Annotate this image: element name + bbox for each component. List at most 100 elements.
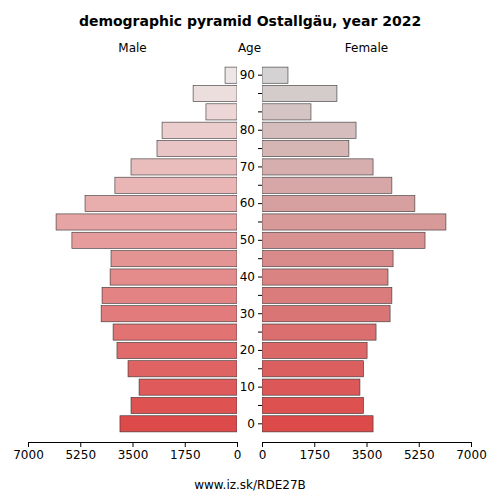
tick-label: 3500 (118, 448, 149, 462)
bar (157, 141, 237, 157)
tick: 0 (234, 442, 242, 462)
y-label: Age (238, 41, 261, 55)
y-axis: 0 10 20 30 40 50 60 70 80 90 (240, 68, 262, 431)
bar (128, 361, 237, 377)
tick-mark (258, 130, 262, 131)
tick-mark (258, 185, 262, 186)
tick-mark (258, 295, 262, 296)
tick: 80 (240, 123, 262, 137)
tick-mark (258, 350, 262, 351)
tick (258, 93, 262, 94)
bar (262, 397, 364, 413)
title: demographic pyramid Ostallgäu, year 2022 (79, 13, 421, 29)
bar (262, 287, 392, 303)
series-label: Male (118, 41, 146, 55)
bar (131, 397, 237, 413)
x-axis: 01750350052507000 (259, 442, 487, 462)
tick-label: 90 (240, 68, 255, 82)
tick-mark (258, 148, 262, 149)
caption: www.iz.sk/RDE27B (194, 478, 306, 492)
tick: 1750 (299, 442, 330, 462)
bar (262, 214, 446, 230)
tick (258, 258, 262, 259)
tick: 3500 (118, 442, 149, 462)
tick: 60 (240, 196, 262, 210)
bar (85, 196, 237, 212)
tick-label: 5250 (404, 448, 435, 462)
tick-mark (258, 387, 262, 388)
series-label: Female (345, 41, 388, 55)
tick-label: 70 (240, 160, 255, 174)
axis-line (29, 443, 238, 448)
tick: 30 (240, 307, 262, 321)
tick-mark (28, 442, 29, 447)
bar (193, 85, 237, 101)
tick-mark (133, 442, 134, 447)
tick-label: 40 (240, 270, 255, 284)
bars (56, 67, 237, 432)
bar (262, 141, 349, 157)
bar (262, 361, 364, 377)
tick-label: 0 (234, 448, 242, 462)
tick-label: 30 (240, 307, 255, 321)
bar (206, 104, 237, 120)
bar (139, 379, 237, 395)
bar (262, 104, 311, 120)
bar (113, 324, 237, 340)
tick: 0 (247, 417, 262, 431)
bar (262, 342, 367, 358)
bar (262, 196, 415, 212)
tick-mark (367, 442, 368, 447)
bar (262, 177, 392, 193)
bar (120, 416, 237, 432)
tick-mark (471, 442, 472, 447)
tick-label: 5250 (65, 448, 96, 462)
tick-label: 7000 (13, 448, 44, 462)
tick-mark (262, 442, 263, 447)
bars (262, 67, 446, 432)
tick-mark (258, 111, 262, 112)
tick-label: 60 (240, 196, 255, 210)
tick-label: 20 (240, 343, 255, 357)
tick-mark (258, 313, 262, 314)
tick-label: 80 (240, 123, 255, 137)
bar (262, 85, 337, 101)
tick-label: 50 (240, 233, 255, 247)
bar (262, 251, 393, 267)
tick (258, 368, 262, 369)
tick-mark (258, 75, 262, 76)
tick-mark (237, 442, 238, 447)
tick-mark (419, 442, 420, 447)
tick: 5250 (404, 442, 435, 462)
tick (258, 405, 262, 406)
tick-label: 1750 (299, 448, 330, 462)
chart: demographic pyramid Ostallgäu, year 2022… (0, 0, 500, 500)
tick (258, 332, 262, 333)
tick (258, 295, 262, 296)
bar (262, 67, 288, 83)
bar (162, 122, 237, 138)
tick-mark (314, 442, 315, 447)
axis-line (263, 443, 472, 448)
bar (110, 269, 237, 285)
bar (117, 342, 237, 358)
tick-mark (258, 203, 262, 204)
tick-label: 1750 (170, 448, 201, 462)
tick-label: 7000 (456, 448, 487, 462)
tick-mark (258, 221, 262, 222)
bar (72, 232, 237, 248)
tick: 20 (240, 343, 262, 357)
bar (262, 379, 360, 395)
bar (262, 306, 390, 322)
tick-mark (258, 240, 262, 241)
tick-mark (258, 368, 262, 369)
tick-label: 0 (259, 448, 267, 462)
tick-label: 0 (247, 417, 255, 431)
tick-label: 10 (240, 380, 255, 394)
bar (102, 287, 237, 303)
tick: 5250 (65, 442, 96, 462)
tick: 70 (240, 160, 262, 174)
tick-mark (258, 405, 262, 406)
bar (262, 324, 376, 340)
bar (101, 306, 237, 322)
